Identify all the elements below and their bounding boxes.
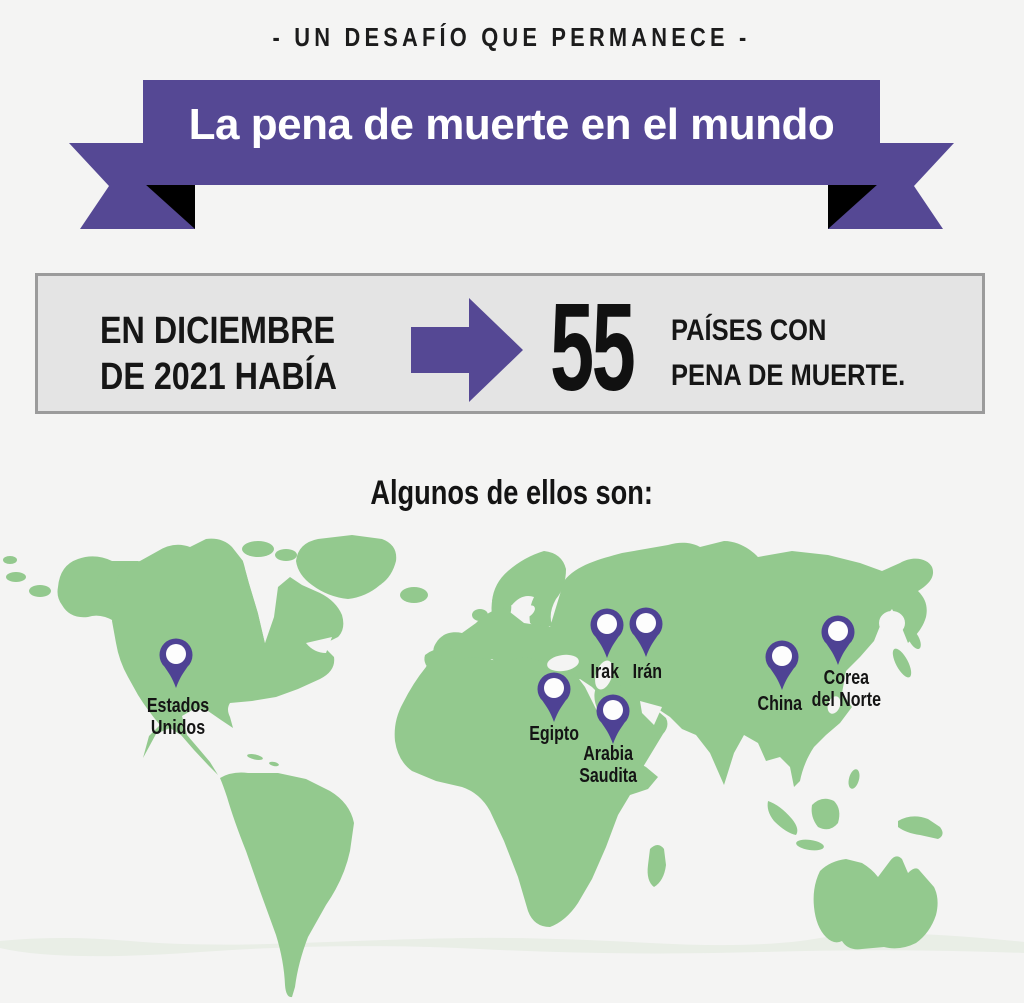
- pin-china: [765, 640, 799, 690]
- pin-irak: [590, 608, 624, 658]
- st-lawrence-gulf: [306, 637, 332, 653]
- persian-gulf: [640, 701, 662, 725]
- island: [6, 572, 26, 582]
- pin-iran: [629, 607, 663, 657]
- arctic-island: [242, 541, 274, 557]
- ribbon-right-fold: [828, 184, 878, 229]
- arctic-island: [275, 549, 297, 561]
- world-map: Estados Unidos Irak Irán Egipto Arabia S…: [0, 535, 1024, 1003]
- south-america: [220, 772, 354, 998]
- caspian-sea: [595, 660, 613, 690]
- stat-number: 55: [550, 279, 636, 417]
- hudson-bay: [243, 558, 278, 643]
- sumatra: [767, 801, 798, 835]
- ribbon-banner: [69, 80, 954, 229]
- stat-desc-line1: PAÍSES CON: [671, 314, 827, 347]
- stat-lead-text: EN DICIEMBRE DE 2021 HABÍA: [100, 309, 337, 400]
- ribbon-left-fold: [145, 184, 195, 229]
- java: [796, 839, 824, 851]
- japan-island: [907, 629, 921, 649]
- pin-label-egipto: Egipto: [529, 723, 579, 745]
- australia: [813, 856, 938, 950]
- stat-desc-text: PAÍSES CON PENA DE MUERTE.: [671, 308, 905, 398]
- north-america: [112, 538, 344, 775]
- greenland: [296, 535, 397, 599]
- ribbon-body: [143, 80, 880, 185]
- world-map-svg: [0, 535, 1024, 998]
- africa: [394, 653, 658, 927]
- philippines: [848, 769, 860, 789]
- baltic-sea: [519, 605, 535, 619]
- sea-notches: [243, 558, 905, 725]
- stat-box: EN DICIEMBRE DE 2021 HABÍA 55 PAÍSES CON…: [35, 273, 985, 414]
- tagline-text: - UN DESAFÍO QUE PERMANECE -: [273, 22, 751, 52]
- yellow-sea: [827, 696, 841, 714]
- madagascar: [647, 845, 666, 887]
- pin-label-corea-del-norte: Corea del Norte: [811, 667, 881, 712]
- island: [3, 556, 17, 564]
- japan-island: [892, 648, 912, 678]
- stat-lead-line2: DE 2021 HABÍA: [100, 355, 337, 398]
- map-subtitle: Algunos de ellos son:: [0, 474, 1024, 513]
- eurasia: [433, 541, 934, 787]
- stat-lead-line1: EN DICIEMBRE: [100, 310, 336, 352]
- caribbean-island: [269, 761, 279, 767]
- pin-label-estados-unidos: Estados Unidos: [146, 695, 210, 740]
- caribbean-island: [247, 754, 263, 760]
- pin-label-china: China: [757, 693, 803, 715]
- stat-desc-line2: PENA DE MUERTE.: [671, 359, 906, 392]
- scandinavia: [492, 551, 566, 629]
- pin-label-arabia-saudita: Arabia Saudita: [579, 743, 637, 788]
- pin-label-iran: Irán: [632, 661, 662, 683]
- sea-of-okhotsk: [879, 611, 905, 635]
- pin-label-irak: Irak: [590, 661, 620, 683]
- tagline: - UN DESAFÍO QUE PERMANECE -: [0, 22, 1024, 53]
- pin-arabia-saudita: [596, 694, 630, 744]
- borneo: [811, 798, 840, 830]
- pin-estados-unidos: [159, 638, 193, 688]
- map-pins: [159, 607, 855, 744]
- pin-corea-del-norte: [821, 615, 855, 665]
- map-subtitle-text: Algunos de ellos son:: [370, 474, 654, 512]
- pin-egipto: [537, 672, 571, 722]
- iceland: [400, 587, 428, 603]
- antarctica-strip: [0, 933, 1024, 957]
- arrow-right-icon: [411, 298, 523, 402]
- island: [29, 585, 51, 597]
- ribbon-shapes: [69, 80, 954, 229]
- new-guinea: [898, 816, 943, 839]
- banner-title: La pena de muerte en el mundo: [188, 100, 835, 149]
- landmasses: [3, 535, 943, 998]
- black-sea: [547, 654, 579, 672]
